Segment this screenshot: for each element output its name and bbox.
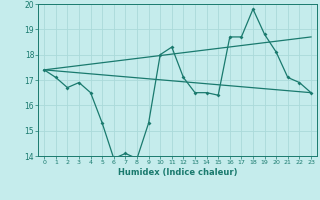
- X-axis label: Humidex (Indice chaleur): Humidex (Indice chaleur): [118, 168, 237, 177]
